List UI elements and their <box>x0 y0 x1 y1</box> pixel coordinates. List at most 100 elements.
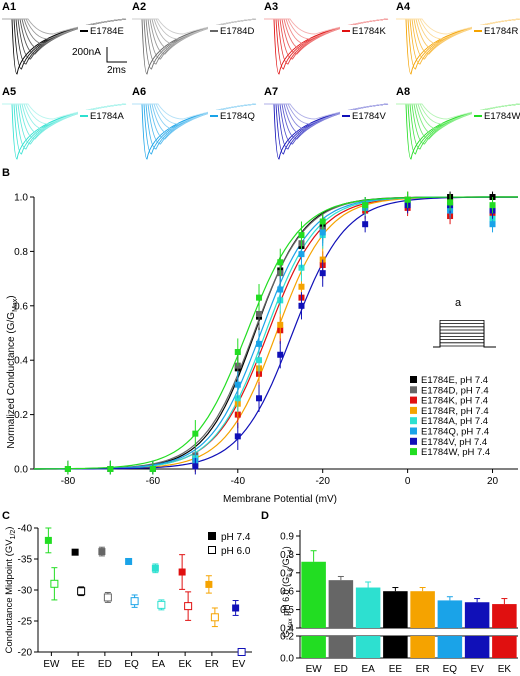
data-point-ew <box>149 466 156 472</box>
data-point-ph74 <box>205 580 213 588</box>
trace-label-bg <box>208 25 255 38</box>
data-point-ew <box>404 196 411 203</box>
legend-label: pH 6.0 <box>221 546 251 557</box>
x-tick-label: EW <box>43 659 60 670</box>
data-point-ph60 <box>77 587 86 596</box>
data-point-ph60 <box>50 579 59 588</box>
scale-bar-current-label: 200nA <box>72 47 101 58</box>
panel-b-x-label: Membrane Potential (mV) <box>223 494 337 505</box>
bar-ed <box>328 580 354 628</box>
protocol-step <box>433 332 496 348</box>
x-tick-label: -40 <box>231 476 246 487</box>
trace-label: E1784V <box>352 111 386 122</box>
x-tick-label: 0 <box>405 476 411 487</box>
panel-label-a1: A1 <box>2 1 16 13</box>
legend-label: E1784Q, pH 7.4 <box>421 427 489 438</box>
x-tick-label: ER <box>205 659 219 670</box>
panel-label-a7: A7 <box>264 86 278 98</box>
data-point-ew <box>192 430 199 437</box>
trace-group-ek: E1784K <box>264 18 389 75</box>
y-tick-label: 0.8 <box>14 247 28 258</box>
legend-swatch <box>410 427 417 435</box>
y-tick-label: 0.2 <box>280 632 294 643</box>
panel-d-y-label-text: GMax pH 6.0 (G6.0/G7.4) <box>281 546 294 637</box>
panel-b-conductance-voltage: 0.0 0.2 0.4 0.6 0.8 1.0 -80 -60 -40 -20 0 20 <box>14 191 518 487</box>
bar-eq <box>437 600 463 628</box>
data-point-ev <box>362 221 369 228</box>
current-trace <box>264 103 389 120</box>
protocol-step <box>433 336 496 348</box>
data-point-ph74 <box>71 548 79 556</box>
x-tick-label: -20 <box>315 476 330 487</box>
current-trace <box>132 103 257 120</box>
bar-lower-er <box>410 636 435 658</box>
x-tick-label: ER <box>416 664 430 675</box>
trace-group-eq: E1784Q <box>132 103 257 160</box>
panel-c-axes <box>37 528 252 653</box>
trace-label-bg <box>78 110 125 123</box>
bar-ew <box>301 561 326 628</box>
trace-label: E1784R <box>484 26 518 37</box>
y-tick-label: 0.6 <box>14 301 28 312</box>
legend-swatch <box>410 376 417 383</box>
legend-swatch <box>410 396 417 404</box>
protocol-label: a <box>455 297 462 309</box>
x-tick-label: EV <box>470 664 484 675</box>
bar-ek <box>492 604 517 628</box>
legend-swatch <box>410 406 417 414</box>
x-tick-label: ED <box>98 659 112 670</box>
data-point-eq <box>298 251 305 258</box>
trace-group-ew: E1784W <box>396 103 520 160</box>
x-tick-label: EW <box>306 664 323 675</box>
data-point-ph60 <box>237 648 246 656</box>
trace-label: E1784A <box>90 111 124 122</box>
data-point-eq <box>277 286 284 293</box>
trace-group-ea: E1784A <box>2 103 127 160</box>
panel-label-a3: A3 <box>264 1 278 13</box>
bar-lower-ee <box>383 636 408 658</box>
data-point-ew <box>256 294 263 301</box>
legend-swatch-filled <box>208 532 216 540</box>
panel-c-midpoint: -40 -35 -30 -25 -20 EW EE ED EQ EA EK ER EV pH 7.4 pH … <box>18 524 252 670</box>
current-trace <box>264 18 389 35</box>
data-point-ew <box>64 466 71 472</box>
panel-c-y-label-text: Conductance Midpoint (GV1/2) <box>4 527 17 654</box>
current-trace <box>2 18 127 35</box>
y-tick-label: 0.7 <box>280 568 294 579</box>
trace-label: E1784Q <box>220 111 255 122</box>
current-trace <box>132 18 257 35</box>
data-point-eq <box>319 229 326 236</box>
x-tick-label: EQ <box>443 664 458 675</box>
y-tick-label: 0.0 <box>14 465 28 476</box>
data-point-ev <box>298 302 305 309</box>
data-point-ew <box>298 232 305 239</box>
y-tick-label: 0.9 <box>280 532 294 543</box>
panel-d-y-label: GMax pH 6.0 (G6.0/G7.4) <box>281 546 294 637</box>
protocol-steps <box>433 320 496 348</box>
data-point-ev <box>277 351 284 358</box>
panel-label-a4: A4 <box>396 1 411 13</box>
x-tick-label: EE <box>389 664 403 675</box>
bar-ee <box>383 591 408 628</box>
x-tick-label: ED <box>334 664 348 675</box>
bar-lower-eq <box>437 636 463 658</box>
legend-label: E1784W, pH 7.4 <box>421 447 490 458</box>
x-tick-label: -60 <box>146 476 161 487</box>
y-tick-label: 0.4 <box>14 356 28 367</box>
trace-group-er: E1784R <box>396 18 520 75</box>
x-tick-label: 20 <box>487 476 499 487</box>
data-point-eq <box>234 381 241 388</box>
bar-ev <box>464 602 490 628</box>
panel-label-a6: A6 <box>132 86 146 98</box>
data-point-ph74 <box>151 564 159 572</box>
legend-label: E1784A, pH 7.4 <box>421 416 488 427</box>
data-point-er <box>277 321 284 328</box>
y-tick-label: 0.8 <box>280 550 294 561</box>
protocol-inset: a <box>433 297 496 348</box>
trace-group-ev: E1784V <box>264 103 389 160</box>
x-tick-label: EA <box>361 664 375 675</box>
legend-swatch <box>410 417 417 425</box>
data-point-ph60 <box>157 600 166 609</box>
x-tick-label: EA <box>152 659 166 670</box>
panel-b-y-label-text: Normalized Conductance (G/GMax) <box>6 295 19 448</box>
